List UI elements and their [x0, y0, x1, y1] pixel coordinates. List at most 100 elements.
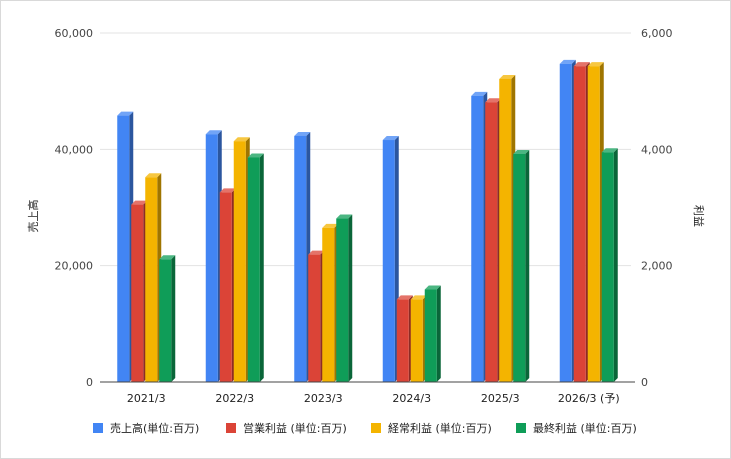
bar [396, 295, 413, 382]
bar-top [145, 173, 162, 178]
bar [219, 188, 236, 382]
bar [322, 223, 339, 382]
bar-top [410, 295, 427, 300]
legend-label: 経常利益 (単位:百万) [388, 421, 492, 435]
legend-swatch [226, 423, 236, 433]
category-label: 2023/3 [304, 392, 343, 405]
bar-front [145, 177, 158, 382]
bar-top [336, 214, 353, 219]
bar [410, 295, 427, 382]
bar-front [587, 66, 600, 382]
bar-front [485, 102, 498, 383]
bar [471, 91, 488, 382]
category-label: 2025/3 [481, 392, 520, 405]
bar [145, 173, 162, 382]
category-label: 2024/3 [392, 392, 431, 405]
bar-top [499, 74, 516, 79]
legend-swatch [371, 423, 381, 433]
bar-front [424, 289, 437, 382]
bars [117, 59, 618, 383]
bar [424, 285, 441, 382]
legend-item: 最終利益 (単位:百万) [516, 421, 637, 435]
bar-front [117, 115, 130, 382]
bar [159, 255, 176, 382]
legend-item: 営業利益 (単位:百万) [226, 421, 347, 435]
bar [233, 137, 250, 382]
bar-top [587, 62, 604, 67]
bar-top [117, 111, 134, 116]
legend-item: 経常利益 (単位:百万) [371, 421, 492, 435]
bar-front [410, 299, 423, 382]
bar-front [396, 299, 409, 382]
bar-front [219, 192, 232, 382]
bar-front [336, 218, 349, 382]
bar [559, 59, 576, 382]
bar-front [308, 254, 321, 382]
bar [336, 214, 353, 382]
left-tick-label: 60,000 [55, 27, 94, 40]
bar-front [131, 204, 144, 382]
bar [205, 130, 222, 382]
right-tick-label: 6,000 [641, 27, 673, 40]
bar-front [471, 95, 484, 382]
right-axis-ticks: 0 2,000 4,000 6,000 [641, 27, 673, 389]
bar-top [308, 250, 325, 255]
bar-top [396, 295, 413, 300]
bar-front [294, 135, 307, 382]
bar [499, 74, 516, 383]
right-tick-label: 2,000 [641, 260, 673, 273]
bar-front [159, 259, 172, 382]
bar [294, 131, 311, 382]
bar-front [233, 141, 246, 382]
right-axis-title: 利益 [692, 205, 706, 227]
legend-label: 営業利益 (単位:百万) [243, 421, 347, 435]
legend-label: 最終利益 (単位:百万) [533, 421, 637, 435]
category-label: 2022/3 [215, 392, 254, 405]
bar-top [424, 285, 441, 290]
bar-front [573, 66, 586, 382]
bar-top [471, 91, 488, 96]
bar-front [382, 140, 395, 382]
bar-top [205, 130, 222, 135]
legend-item: 売上高(単位:百万) [93, 421, 199, 435]
bar-top [219, 188, 236, 193]
category-label: 2026/3 (予) [558, 392, 620, 405]
category-labels: 2021/3 2022/3 2023/3 2024/3 2025/3 2026/3 (予) [127, 392, 620, 405]
bar [485, 98, 502, 383]
grid-lines [100, 32, 631, 267]
bar [247, 153, 264, 382]
bar-front [513, 153, 526, 382]
legend-label: 売上高(単位:百万) [110, 421, 199, 435]
bar-side [436, 285, 441, 382]
bar-front [601, 152, 614, 382]
right-tick-label: 0 [641, 376, 648, 389]
legend-swatch [516, 423, 526, 433]
bar [587, 62, 604, 382]
bar-side [525, 149, 530, 382]
left-axis-title: 売上高 [26, 200, 40, 233]
bar-front [247, 157, 260, 382]
bar-front [322, 227, 335, 382]
left-tick-label: 20,000 [55, 260, 94, 273]
bar-side [613, 148, 618, 382]
bar [117, 111, 134, 382]
bar-front [559, 63, 572, 382]
legend: 売上高(単位:百万) 営業利益 (単位:百万) 経常利益 (単位:百万) 最終利益 (… [93, 421, 637, 435]
bar-side [348, 214, 353, 382]
bar [382, 136, 399, 382]
bar [131, 200, 148, 382]
bar [513, 149, 530, 382]
bar-top [382, 136, 399, 141]
bar-top [573, 62, 590, 67]
bar [601, 148, 618, 382]
bar-top [559, 59, 576, 64]
bar-side [171, 255, 176, 382]
right-tick-label: 4,000 [641, 143, 673, 156]
bar-top [294, 131, 311, 136]
legend-swatch [93, 423, 103, 433]
bar-top [247, 153, 264, 158]
bar-side [259, 153, 264, 382]
bar-top [601, 148, 618, 153]
